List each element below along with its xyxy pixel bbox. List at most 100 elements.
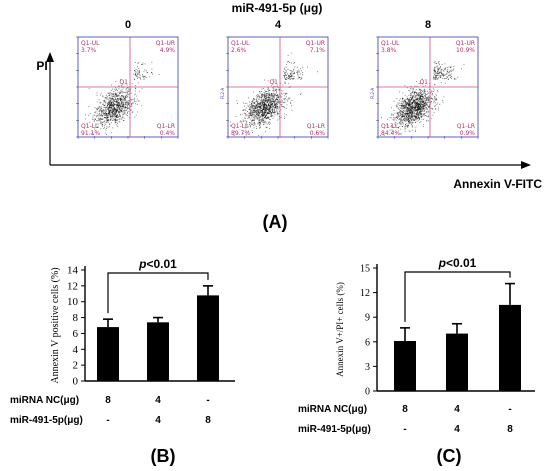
cell-dot xyxy=(412,91,413,93)
cell-dot xyxy=(421,94,423,95)
cell-dot xyxy=(409,116,411,117)
cell-dot xyxy=(432,88,434,90)
cell-dot xyxy=(125,107,126,109)
cell-dot xyxy=(107,109,109,111)
cell-dot xyxy=(412,99,414,101)
cell-dot xyxy=(402,114,404,116)
cell-dot xyxy=(117,104,119,106)
cell-dot xyxy=(267,106,269,108)
cell-dot xyxy=(96,101,98,103)
cell-dot xyxy=(118,98,120,99)
cell-dot xyxy=(275,88,277,90)
cell-dot xyxy=(404,106,406,108)
cell-dot xyxy=(242,119,244,121)
cell-dot xyxy=(126,112,128,114)
cell-dot xyxy=(406,117,408,119)
cell-dot xyxy=(103,113,105,115)
cell-dot xyxy=(262,103,264,105)
cell-dot xyxy=(414,100,416,102)
cell-dot xyxy=(423,110,425,112)
cell-dot xyxy=(415,110,417,111)
cell-dot xyxy=(258,117,259,119)
cell-dot xyxy=(99,111,101,113)
cell-dot xyxy=(443,68,445,70)
cell-dot xyxy=(276,108,278,110)
cell-dot xyxy=(285,93,287,95)
cell-dot xyxy=(114,113,116,115)
cell-dot xyxy=(425,98,427,100)
cell-dot xyxy=(411,120,413,121)
cell-dot xyxy=(253,114,255,116)
cell-dot xyxy=(276,114,278,116)
cell-dot xyxy=(381,117,382,118)
cell-dot xyxy=(102,123,104,125)
cell-dot xyxy=(108,111,110,112)
cell-dot xyxy=(264,113,266,115)
cell-dot xyxy=(417,106,419,107)
cell-dot xyxy=(129,100,130,102)
cell-dot xyxy=(137,62,139,64)
cell-dot xyxy=(403,102,404,104)
cell-dot xyxy=(120,104,122,106)
cell-dot xyxy=(116,114,118,116)
cell-dot xyxy=(116,94,117,96)
cell-dot xyxy=(424,94,426,96)
cell-dot xyxy=(263,100,265,102)
cell-dot xyxy=(405,125,407,127)
cell-dot xyxy=(97,117,99,119)
cell-dot xyxy=(255,114,257,116)
cell-dot xyxy=(104,97,106,99)
cell-dot xyxy=(106,120,108,122)
cell-dot xyxy=(277,95,279,97)
cell-dot xyxy=(430,102,432,104)
cell-dot xyxy=(110,98,111,100)
cell-dot xyxy=(265,109,267,111)
cell-dot xyxy=(400,133,401,135)
quadrant-center-label: Q1 xyxy=(419,79,428,86)
cell-dot xyxy=(142,62,144,64)
cell-dot xyxy=(442,100,444,101)
cell-dot xyxy=(256,116,258,118)
cell-dot xyxy=(293,73,295,75)
cell-dot xyxy=(139,77,141,79)
cell-dot xyxy=(106,102,108,104)
cell-dot xyxy=(130,106,132,107)
cell-dot xyxy=(258,96,260,98)
cell-dot xyxy=(394,118,396,120)
cell-dot xyxy=(409,112,411,113)
cell-dot xyxy=(268,122,269,124)
cell-dot xyxy=(451,76,452,78)
cell-dot xyxy=(100,118,102,120)
cell-dot xyxy=(297,66,298,68)
cell-dot xyxy=(400,120,402,122)
cell-dot xyxy=(396,123,398,125)
cell-dot xyxy=(431,101,432,102)
cell-dot xyxy=(114,117,116,119)
cell-dot xyxy=(98,123,100,125)
cell-dot xyxy=(420,103,422,105)
cell-dot xyxy=(106,119,108,121)
cell-dot xyxy=(436,72,438,74)
cell-dot xyxy=(112,110,114,112)
cell-dot xyxy=(274,107,276,109)
quadrant-ur-name: Q1-UR xyxy=(156,40,175,47)
cell-dot xyxy=(413,112,415,114)
cell-dot xyxy=(391,126,393,128)
cell-dot xyxy=(134,97,136,99)
cell-dot xyxy=(420,107,422,109)
cell-dot xyxy=(107,119,109,121)
cell-dot xyxy=(264,104,266,105)
cell-dot xyxy=(121,85,123,87)
cell-dot xyxy=(457,76,459,78)
cell-dot xyxy=(259,91,261,93)
cell-dot xyxy=(434,67,436,69)
cell-dot xyxy=(417,104,419,106)
cell-dot xyxy=(280,109,282,111)
cell-dot xyxy=(116,99,118,101)
cell-dot xyxy=(284,75,285,77)
cell-dot xyxy=(263,120,265,122)
cell-dot xyxy=(402,108,404,110)
cell-dot xyxy=(419,101,421,103)
cell-dot xyxy=(427,111,429,113)
cell-dot xyxy=(424,103,426,105)
